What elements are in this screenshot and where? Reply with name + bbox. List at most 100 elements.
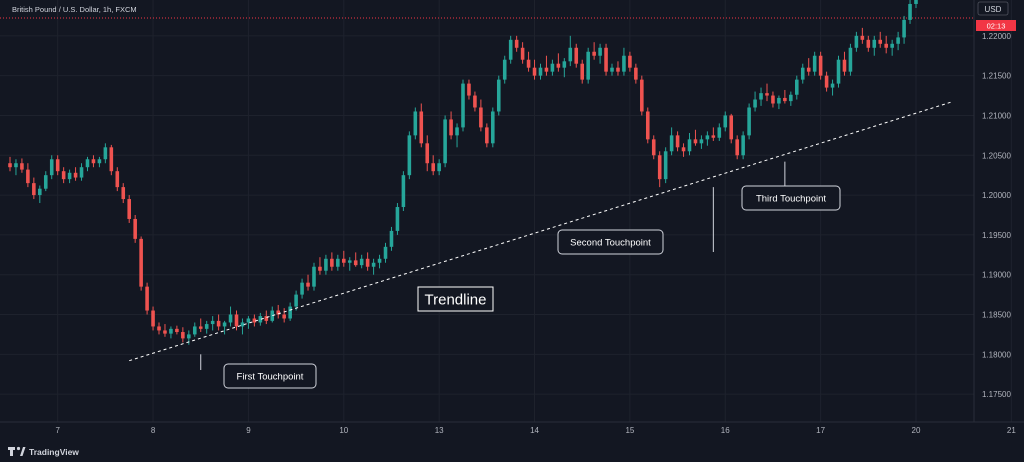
candle (616, 61, 620, 76)
candle-body (20, 163, 24, 170)
price-tick-label: 1.20500 (982, 151, 1011, 160)
candle (842, 51, 847, 76)
candle (461, 79, 465, 132)
candle (824, 71, 829, 92)
candle-body (228, 314, 233, 323)
candle (228, 306, 233, 327)
candle-body (914, 0, 918, 4)
candle-body (824, 75, 829, 88)
candle-body (884, 43, 888, 48)
candle-body (324, 258, 328, 271)
candle (866, 35, 871, 52)
time-axis[interactable]: 7 8 9 10 13 14 15 16 17 20 21 (55, 426, 1016, 435)
candle (312, 262, 316, 291)
candle (681, 143, 686, 157)
candle (151, 306, 155, 331)
touchpoint-annotation[interactable]: First Touchpoint (200, 354, 317, 389)
candle-body (145, 286, 149, 311)
candle (246, 316, 251, 329)
candle (127, 195, 131, 223)
candle (67, 169, 72, 184)
candle-body (747, 107, 751, 136)
candle (192, 322, 197, 337)
candle-body (8, 163, 12, 168)
candle-body (467, 83, 471, 96)
tradingview-logo[interactable]: TradingView (8, 446, 79, 457)
candle-body (902, 19, 906, 38)
candle-body (526, 59, 531, 68)
candle (538, 63, 543, 80)
candle-body (264, 316, 269, 321)
price-axis[interactable]: 1.22000 1.21500 1.21000 1.20500 1.20000 1.195… (982, 32, 1011, 399)
touchpoint-annotation[interactable]: Second Touchpoint (557, 187, 714, 255)
candle-body (139, 238, 143, 287)
candle-body (550, 63, 555, 72)
candle (592, 42, 596, 60)
time-tick-label: 15 (625, 426, 634, 435)
currency-button[interactable] (977, 1, 1009, 16)
candle (437, 159, 441, 176)
candle-body (413, 111, 418, 136)
candle (550, 59, 555, 76)
candle (878, 31, 883, 48)
candle-body (580, 63, 584, 80)
candle-body (252, 318, 257, 323)
candle-body (598, 47, 602, 56)
candle (473, 91, 477, 112)
candle-body (425, 143, 430, 164)
candle-body (711, 135, 716, 138)
candle (568, 35, 573, 67)
candle-body (407, 135, 412, 176)
candle (836, 55, 841, 88)
candle (675, 131, 680, 152)
candle (79, 163, 84, 181)
candle-body (175, 328, 179, 333)
candle-body (663, 151, 668, 180)
candle-body (133, 218, 137, 239)
candle (204, 320, 209, 334)
annotations-layer: First Touchpoint Second Touchpoint Third T… (200, 161, 841, 389)
candle-body (294, 294, 298, 307)
candle-body (759, 93, 763, 100)
price-tick-label: 1.21500 (982, 72, 1011, 81)
candle (586, 47, 590, 84)
candle (818, 51, 823, 80)
candle-body (342, 258, 346, 263)
candle-body (91, 159, 96, 164)
candle (747, 103, 751, 140)
candle-body (49, 159, 54, 176)
candle-body (908, 3, 912, 20)
candle-body (449, 119, 453, 136)
candle (181, 327, 185, 343)
candle-body (830, 83, 835, 88)
candle-body (353, 260, 358, 266)
candle-body (61, 171, 66, 180)
touchpoint-annotation[interactable]: Third Touchpoint (741, 161, 841, 211)
candle-body (306, 282, 310, 287)
candle (216, 314, 221, 331)
candle (496, 75, 501, 116)
candle (103, 143, 108, 164)
price-tick-label: 1.22000 (982, 32, 1011, 41)
candle-body (240, 322, 245, 327)
candle-body (103, 147, 108, 160)
candle-body (777, 97, 781, 104)
candle-body (723, 115, 728, 128)
candle (455, 123, 459, 148)
candle (318, 257, 322, 275)
candle (502, 55, 507, 84)
candle-body (485, 127, 489, 144)
candle (443, 115, 447, 168)
candle-body (556, 63, 561, 68)
candle (908, 0, 912, 24)
candle-body (771, 95, 775, 104)
candle-body (169, 328, 173, 334)
price-tick-label: 1.21000 (982, 111, 1011, 120)
annotation-box (223, 363, 317, 389)
candle-body (699, 139, 704, 144)
candle (91, 155, 96, 168)
annotation-label: Second Touchpoint (570, 238, 651, 249)
candle (544, 55, 549, 76)
candle (872, 35, 877, 56)
